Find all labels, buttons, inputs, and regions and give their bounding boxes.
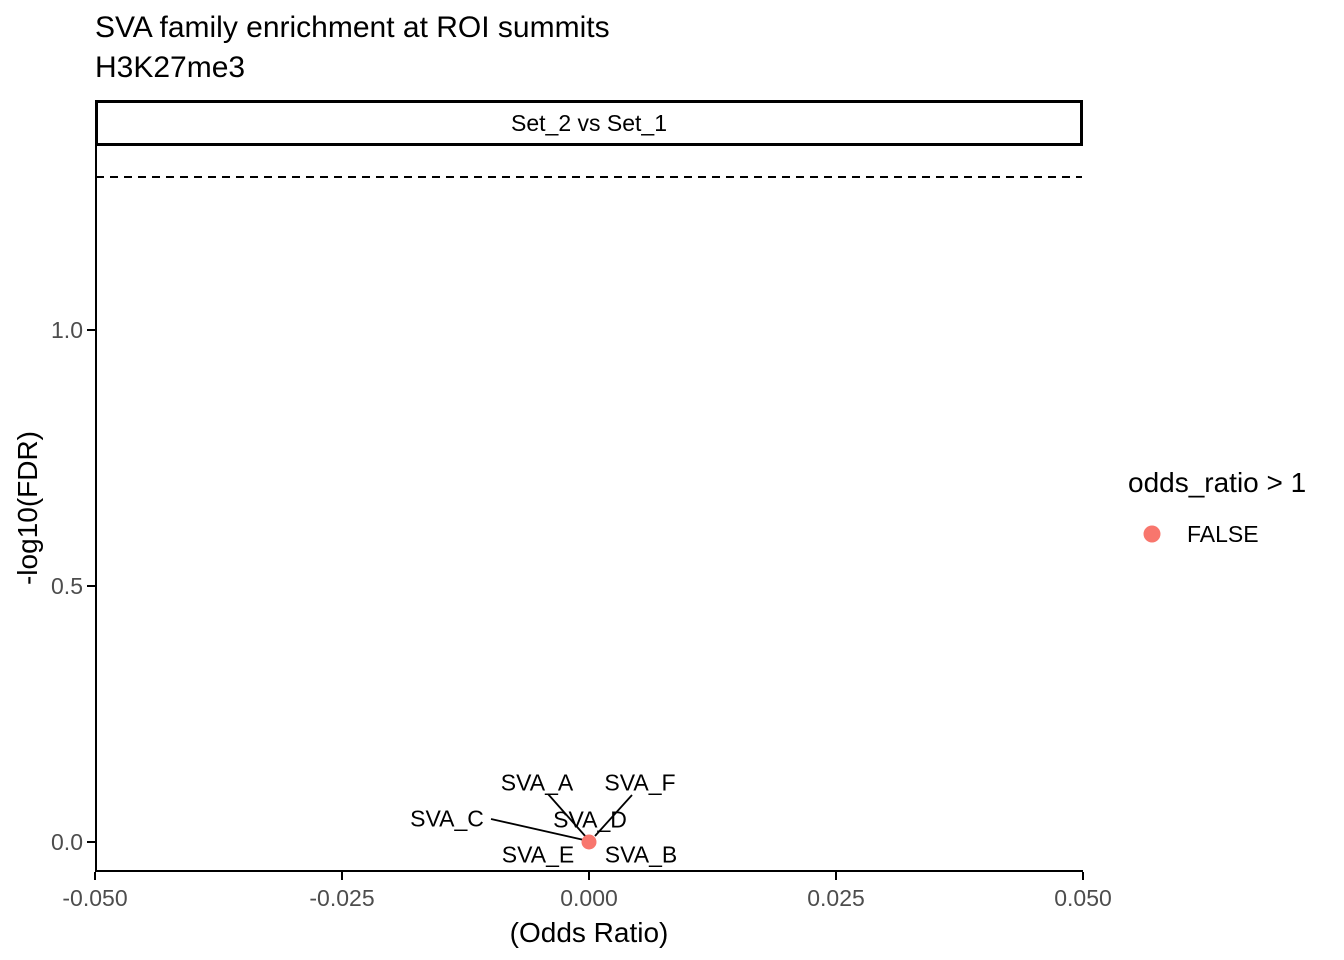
x-tick-label: -0.050: [62, 885, 128, 911]
x-tick-mark: [835, 872, 837, 880]
x-tick-label: 0.050: [1054, 885, 1112, 911]
y-tick-label: 0.5: [51, 573, 83, 599]
data-point: [581, 834, 597, 850]
x-tick-label: 0.000: [560, 885, 618, 911]
plot-panel: [95, 146, 1083, 872]
plot-subtitle: H3K27me3: [95, 51, 246, 84]
y-tick-mark: [87, 585, 95, 587]
y-tick-mark: [87, 329, 95, 331]
y-axis-title: -log10(FDR): [12, 430, 43, 586]
point-label-sva-c: SVA_C: [410, 805, 484, 832]
facet-strip-label: Set_2 vs Set_1: [511, 109, 667, 136]
legend-item-label: FALSE: [1187, 521, 1259, 547]
x-tick-mark: [94, 872, 96, 880]
plot-title: SVA family enrichment at ROI summits: [95, 11, 610, 44]
x-tick-label: 0.025: [807, 885, 865, 911]
x-axis-title: (Odds Ratio): [509, 917, 669, 948]
point-label-sva-a: SVA_A: [500, 769, 574, 796]
y-tick-label: 1.0: [51, 317, 83, 343]
legend-title: odds_ratio > 1: [1128, 467, 1307, 498]
x-axis-line: [95, 870, 1083, 872]
y-axis-line: [95, 146, 97, 872]
x-tick-mark: [1082, 872, 1084, 880]
legend-key-point: [1143, 525, 1161, 543]
x-tick-mark: [341, 872, 343, 880]
x-tick-label: -0.025: [309, 885, 375, 911]
x-tick-mark: [588, 872, 590, 880]
significance-threshold-line: [96, 176, 1082, 178]
point-label-sva-e: SVA_E: [501, 841, 575, 868]
point-label-sva-f: SVA_F: [604, 769, 676, 796]
point-label-sva-b: SVA_B: [604, 841, 678, 868]
y-tick-label: 0.0: [51, 829, 83, 855]
y-tick-mark: [87, 841, 95, 843]
point-label-sva-d: SVA_D: [553, 806, 627, 833]
facet-strip: Set_2 vs Set_1: [95, 100, 1083, 146]
